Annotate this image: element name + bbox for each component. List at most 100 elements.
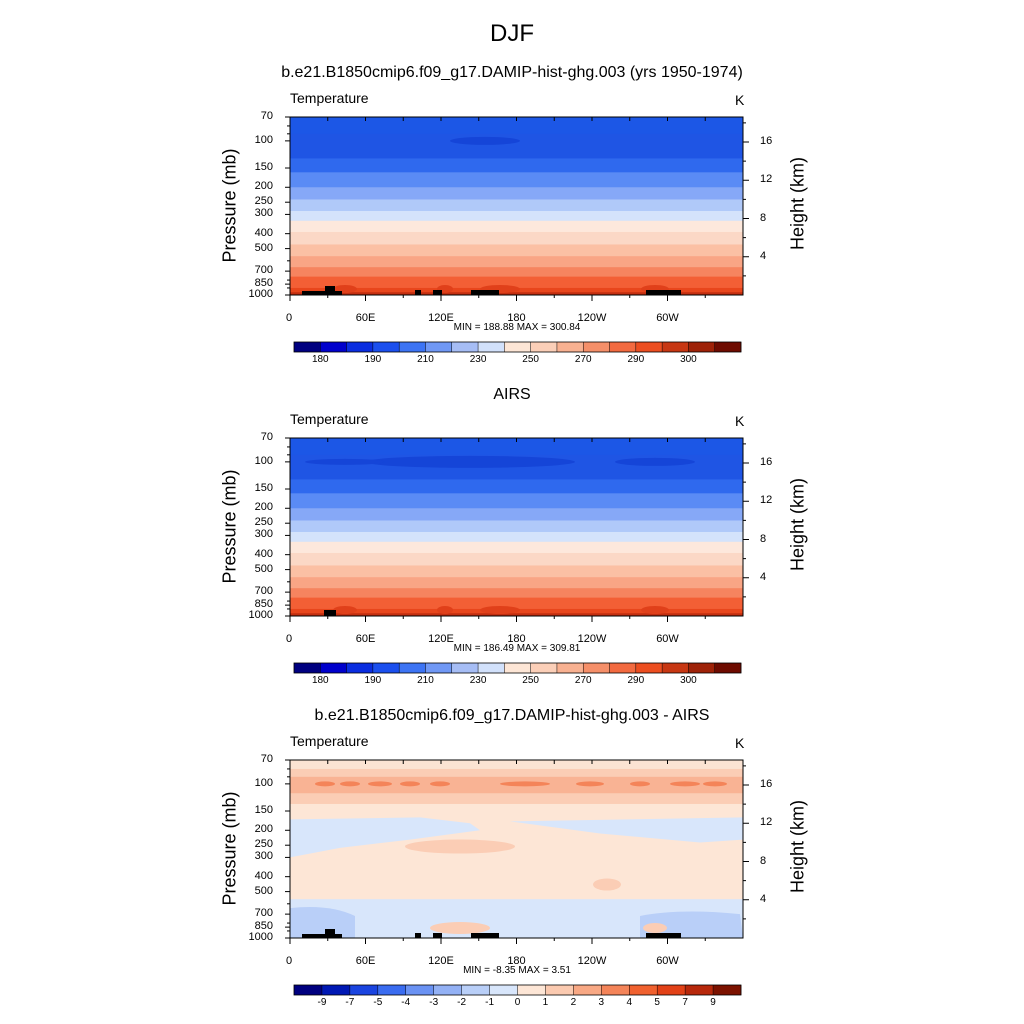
pressure-tick-label: 250 [254, 195, 273, 208]
colorbar-segment [601, 985, 630, 995]
temperature-band [290, 292, 743, 296]
pressure-tick-label: 700 [254, 264, 273, 277]
variable-label: Temperature [290, 733, 369, 749]
temperature-band [290, 256, 743, 268]
positive-region [405, 839, 515, 854]
pressure-tick-label: 200 [254, 180, 273, 193]
longitude-tick-label: 180 [507, 955, 526, 967]
pressure-tick-label: 70 [260, 431, 273, 443]
colorbar-segment [530, 342, 558, 352]
longitude-tick-label: 120E [428, 955, 454, 967]
colorbar-segment [556, 342, 584, 352]
height-tick-label: 4 [760, 892, 767, 905]
longitude-tick-label: 60W [656, 312, 679, 324]
colorbar-segment [451, 663, 479, 673]
colorbar-segment [714, 342, 742, 352]
difference-band [290, 760, 743, 770]
pressure-tick-label: 500 [254, 562, 273, 575]
cold-core [305, 458, 385, 465]
pressure-tick-label: 850 [254, 277, 273, 290]
pressure-tick-label: 1000 [248, 288, 273, 300]
units-label: K [735, 413, 745, 429]
colorbar-label: 1 [542, 997, 549, 1008]
negative-region [640, 911, 743, 938]
colorbar-segment [433, 985, 462, 995]
pressure-tick-label: 200 [254, 823, 273, 836]
temperature-band [290, 565, 743, 578]
positive-region [315, 781, 335, 787]
colorbar-label: -2 [457, 997, 467, 1008]
colorbar-segment [489, 985, 518, 995]
longitude-tick-label: 120E [428, 312, 454, 324]
colorbar-label: 250 [522, 675, 539, 686]
panel-title: AIRS [493, 386, 531, 403]
colorbar-label: 270 [574, 675, 592, 686]
temperature-band [290, 588, 743, 599]
temperature-band [290, 531, 743, 543]
colorbar-segment [461, 985, 490, 995]
pressure-tick-label: 200 [254, 501, 273, 514]
colorbar-label: 0 [514, 997, 521, 1008]
temperature-band [290, 267, 743, 278]
longitude-tick-label: 120E [428, 633, 454, 645]
colorbar-segment [504, 342, 531, 352]
colorbar-segment [321, 985, 351, 995]
temperature-band [290, 276, 743, 289]
cold-core [365, 455, 575, 468]
units-label: K [735, 92, 745, 108]
colorbar-segment [583, 663, 610, 673]
longitude-tick-label: 120W [577, 633, 607, 645]
longitude-tick-label: 180 [507, 633, 526, 645]
height-tick-label: 4 [760, 249, 767, 262]
positive-region [400, 781, 420, 787]
colorbar-label: 190 [364, 675, 382, 686]
temperature-band [290, 597, 743, 610]
colorbar-segment [688, 663, 716, 673]
pressure-tick-label: 850 [254, 598, 273, 611]
temperature-band [290, 438, 743, 456]
colorbar-label: 9 [710, 997, 716, 1008]
longitude-tick-label: 0 [286, 633, 293, 645]
colorbar-segment [504, 663, 531, 673]
warm-region [437, 606, 453, 614]
height-tick-label: 12 [760, 816, 773, 829]
longitude-tick-label: 60W [656, 955, 679, 967]
positive-region [670, 781, 700, 787]
panel-title: b.e21.B1850cmip6.f09_g17.DAMIP-hist-ghg.… [281, 64, 743, 81]
height-tick-label: 12 [760, 173, 773, 186]
negative-region [510, 817, 743, 843]
colorbar-segment [377, 985, 407, 995]
topography-mask [324, 610, 336, 616]
colorbar-segment [478, 342, 505, 352]
colorbar-segment [629, 985, 658, 995]
colorbar-label: 300 [680, 354, 697, 365]
cold-core [450, 136, 520, 145]
topography-mask [433, 933, 442, 938]
pressure-tick-label: 100 [254, 133, 273, 146]
topography-mask [646, 933, 681, 938]
positive-region [430, 781, 450, 787]
units-label: K [735, 735, 745, 751]
positive-region [630, 781, 650, 787]
min-max-label: MIN = 188.88 MAX = 300.84 [453, 322, 581, 333]
contour-plot [285, 437, 749, 674]
colorbar-label: 230 [469, 675, 487, 686]
topography-mask [471, 290, 499, 295]
colorbar-segment [405, 985, 434, 995]
min-max-label: MIN = 186.49 MAX = 309.81 [453, 643, 581, 654]
pressure-tick-label: 70 [260, 753, 273, 765]
colorbar-label: 180 [311, 354, 329, 365]
longitude-tick-label: 0 [286, 312, 293, 324]
colorbar-segment [320, 342, 347, 352]
longitude-tick-label: 60E [355, 955, 376, 967]
colorbar-segment [478, 663, 505, 673]
height-tick-label: 16 [760, 135, 773, 147]
colorbar-label: 190 [364, 354, 382, 365]
colorbar-label: -5 [373, 997, 383, 1008]
colorbar-segment [545, 985, 574, 995]
colorbar-label: -7 [345, 997, 355, 1008]
height-tick-label: 8 [760, 211, 767, 224]
difference-band [290, 873, 743, 900]
height-tick-label: 8 [760, 532, 767, 545]
pressure-tick-label: 400 [254, 869, 273, 882]
